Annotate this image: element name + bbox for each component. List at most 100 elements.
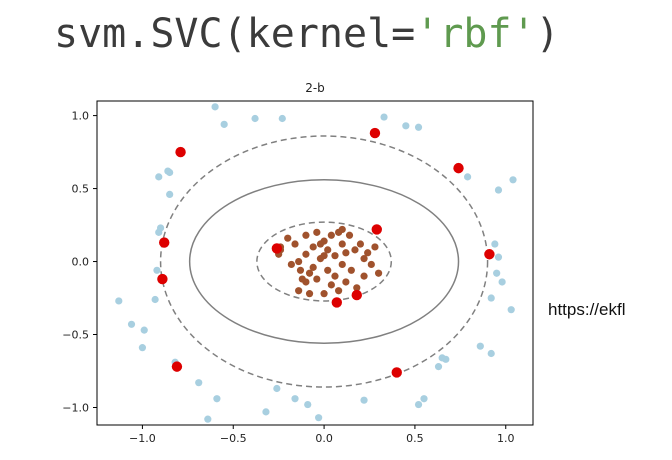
outer-point <box>315 414 323 422</box>
plot-frame <box>96 100 534 426</box>
outer-point <box>166 168 174 177</box>
y-tick-label: 0.5 <box>72 183 90 196</box>
outer-point <box>414 123 423 131</box>
outer-point <box>153 266 161 274</box>
outer-point <box>414 400 423 409</box>
support-vector <box>484 249 495 260</box>
inner-point <box>309 243 317 251</box>
code-suffix: ) <box>535 11 560 57</box>
decision-contours <box>159 135 489 388</box>
support-vector <box>331 297 342 308</box>
inner-point <box>295 287 303 295</box>
inner-point <box>351 246 359 254</box>
inner-point <box>374 269 383 277</box>
inner-point <box>353 284 361 292</box>
outer-point <box>494 253 503 261</box>
inner-point <box>347 266 355 274</box>
inner-class-points <box>275 225 383 298</box>
inner-point <box>320 252 328 260</box>
outer-point <box>498 278 506 286</box>
inner-point <box>291 240 299 248</box>
inner-point <box>302 231 310 239</box>
code-title: svm.SVC(kernel='rbf') <box>54 8 560 60</box>
inner-point <box>360 272 368 280</box>
outer-point <box>402 122 410 130</box>
inner-point <box>364 249 372 257</box>
outer-point <box>155 228 163 236</box>
support-vector-points <box>157 127 495 378</box>
outer-point <box>476 342 484 350</box>
outer-point <box>211 103 219 111</box>
inner-point <box>295 257 303 266</box>
inner-point <box>331 272 339 280</box>
outer-point <box>204 415 212 423</box>
support-vector <box>159 237 170 248</box>
outer-point <box>155 173 163 181</box>
inner-point <box>360 255 368 263</box>
outer-point <box>220 120 228 128</box>
support-vector <box>369 127 381 139</box>
inner-point <box>320 290 328 298</box>
inner-point <box>313 275 321 283</box>
support-vector <box>351 289 362 301</box>
outer-point <box>140 326 148 334</box>
outer-point <box>304 400 312 409</box>
outer-point <box>438 354 446 362</box>
inner-point <box>338 260 346 269</box>
inner-point <box>284 234 292 242</box>
contour-margin-inner <box>256 221 393 302</box>
outer-point <box>493 269 501 277</box>
outer-point <box>273 384 281 393</box>
x-tick-label: −1.0 <box>129 432 156 445</box>
outer-point <box>494 186 503 194</box>
outer-point <box>434 363 443 371</box>
outer-point <box>464 173 472 181</box>
x-tick-label: 1.0 <box>497 432 515 445</box>
inner-point <box>302 278 310 286</box>
source-url-text: https://ekfl <box>548 300 626 319</box>
outer-point <box>380 113 388 121</box>
inner-point <box>296 266 305 274</box>
inner-point <box>309 263 317 271</box>
inner-point <box>327 231 335 239</box>
y-tick-label: 0.0 <box>72 256 90 269</box>
outer-point <box>151 295 159 304</box>
y-tick-label: 1.0 <box>72 110 90 123</box>
inner-point <box>338 225 346 234</box>
outer-point <box>213 395 221 403</box>
outer-point <box>507 306 515 314</box>
outer-point <box>420 395 428 403</box>
contour-decision-boundary <box>188 179 460 345</box>
outer-point <box>487 294 495 302</box>
outer-point <box>278 114 286 123</box>
x-tick-label: 0.0 <box>315 432 333 445</box>
inner-point <box>324 246 332 254</box>
inner-point <box>356 240 365 248</box>
outer-point <box>509 176 517 184</box>
outer-point <box>127 320 136 328</box>
outer-point <box>251 114 259 123</box>
x-axis-ticks: −1.0 −0.5 0.0 0.5 1.0 <box>129 425 515 445</box>
support-vector <box>453 162 464 174</box>
contour-margin-outer <box>159 135 489 388</box>
inner-point <box>305 269 314 277</box>
outer-point <box>166 190 174 199</box>
support-vector <box>175 146 186 158</box>
inner-point <box>367 260 375 269</box>
inner-point <box>342 249 350 257</box>
inner-point <box>331 252 339 260</box>
outer-class-points <box>115 103 517 423</box>
inner-point <box>327 281 335 289</box>
outer-point <box>195 379 203 387</box>
outer-point <box>360 396 368 404</box>
y-tick-label: −0.5 <box>62 329 89 342</box>
outer-point <box>487 349 495 358</box>
outer-point <box>115 297 123 305</box>
inner-point <box>335 287 343 295</box>
code-kernel-string: 'rbf' <box>415 11 536 57</box>
y-axis-ticks: −1.0 −0.5 0.0 0.5 1.0 <box>62 110 97 414</box>
inner-point <box>313 228 321 236</box>
inner-point <box>302 250 310 258</box>
inner-point <box>371 243 379 251</box>
